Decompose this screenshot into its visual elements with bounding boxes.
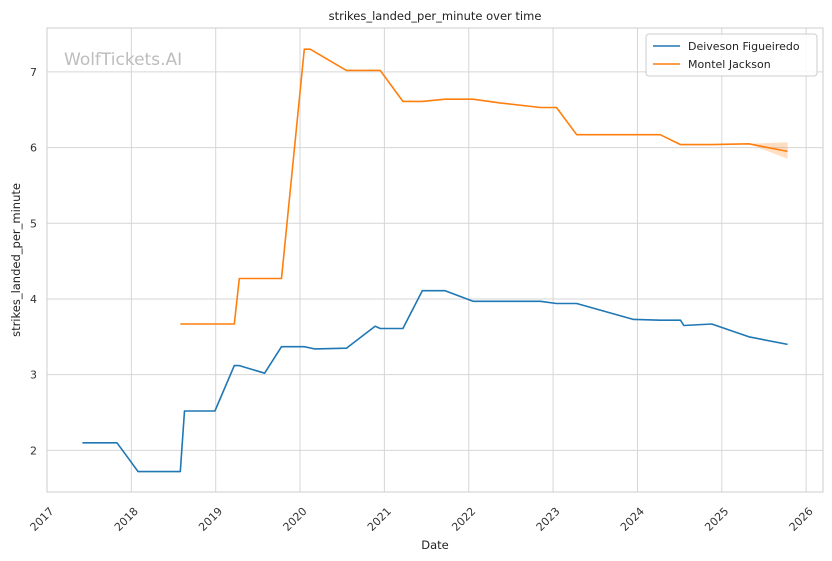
y-tick-label: 4 (30, 293, 37, 306)
grid (46, 28, 823, 492)
series-lines (82, 48, 788, 473)
series-line-deiveson-figueiredo (82, 289, 788, 473)
watermark: WolfTickets.AI (64, 50, 182, 70)
series-line-montel-jackson (180, 48, 788, 325)
y-axis-label: strikes_landed_per_minute (9, 183, 23, 337)
legend-box (645, 33, 818, 77)
legend: Deiveson Figueiredo Montel Jackson (645, 33, 818, 77)
plot-frame (46, 27, 824, 493)
y-tick-label: 6 (30, 142, 37, 155)
chart-title: strikes_landed_per_minute over time (329, 9, 542, 23)
legend-label-montel-jackson: Montel Jackson (688, 58, 771, 71)
y-tick-label: 5 (30, 217, 37, 230)
y-tick-label: 3 (30, 369, 37, 382)
y-tick-label: 2 (30, 444, 37, 457)
y-tick-label: 7 (30, 66, 37, 79)
x-axis-label: Date (421, 538, 449, 552)
legend-label-deiveson-figueiredo: Deiveson Figueiredo (688, 40, 800, 53)
